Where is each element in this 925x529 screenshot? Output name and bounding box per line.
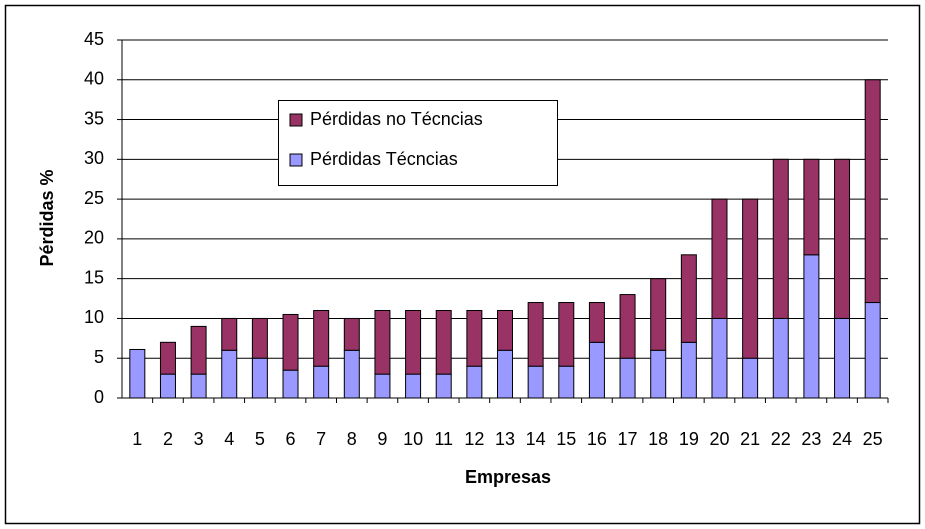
bar-segment [558, 365, 575, 399]
x-tick-label: 3 [194, 429, 204, 449]
legend-label: Pérdidas Técncias [310, 149, 458, 169]
bar-segment [313, 365, 330, 399]
bar-segment [221, 349, 238, 399]
bar-segment [282, 313, 299, 371]
bar-segment [374, 373, 391, 399]
x-tick-label: 17 [618, 429, 638, 449]
bar-segment [619, 357, 636, 399]
y-tick-label: 45 [84, 29, 104, 49]
bar-segment [129, 348, 146, 399]
y-tick-label: 0 [94, 387, 104, 407]
bar-segment [742, 198, 759, 359]
chart-border [4, 4, 921, 525]
legend-label: Pérdidas no Técncias [310, 109, 483, 129]
bar-segment [343, 317, 360, 351]
bar-segment [711, 198, 728, 319]
bar-segment [405, 309, 422, 375]
bar-segment [711, 317, 728, 399]
bar-segment [343, 349, 360, 399]
legend-box [278, 100, 558, 186]
bar-segment [374, 309, 391, 375]
bar-segment [435, 373, 452, 399]
bar-segment [190, 325, 207, 375]
bar-segment [527, 302, 544, 367]
x-tick-label: 18 [648, 429, 668, 449]
x-tick-label: 25 [863, 429, 883, 449]
x-tick-label: 1 [132, 429, 142, 449]
legend-swatch [289, 153, 303, 167]
bar-segment [803, 158, 820, 256]
x-tick-label: 16 [587, 429, 607, 449]
legend-swatch [289, 113, 303, 127]
x-tick-label: 14 [526, 429, 546, 449]
x-tick-label: 23 [801, 429, 821, 449]
bar-segment [527, 365, 544, 399]
x-tick-label: 19 [679, 429, 699, 449]
bar-segment [772, 158, 789, 319]
bar-segment [619, 294, 636, 359]
x-axis-title: Empresas [465, 467, 551, 487]
x-tick-label: 4 [224, 429, 234, 449]
bar-segment [313, 309, 330, 367]
y-axis-title: Pérdidas % [37, 169, 57, 266]
bar-segment [159, 341, 176, 375]
bar-segment [650, 349, 667, 399]
bar-segment [251, 317, 268, 359]
x-tick-label: 7 [316, 429, 326, 449]
x-tick-label: 15 [556, 429, 576, 449]
bar-segment [435, 309, 452, 375]
legend: Pérdidas no Técncias Pérdidas Técncias [278, 100, 558, 186]
bar-segment [864, 302, 881, 399]
x-tick-label: 9 [377, 429, 387, 449]
x-tick-label: 13 [495, 429, 515, 449]
bar-segment [497, 349, 513, 399]
bar-segment [650, 278, 667, 351]
x-tick-label: 10 [403, 429, 423, 449]
bar-segment [466, 365, 483, 399]
bar-segment [282, 369, 299, 399]
bar-segment [864, 79, 881, 304]
bar-segment [251, 357, 268, 399]
x-tick-label: 11 [434, 429, 453, 449]
bar-segment [680, 341, 697, 399]
y-tick-label: 20 [84, 228, 104, 248]
bar-segment [742, 357, 759, 399]
y-tick-label: 30 [84, 148, 104, 168]
x-tick-label: 6 [286, 429, 296, 449]
bar-segment [497, 309, 513, 351]
x-tick-label: 20 [709, 429, 729, 449]
y-tick-label: 40 [84, 69, 104, 89]
y-tick-label: 35 [84, 108, 104, 128]
bar-segment [588, 341, 605, 399]
bar-segment [834, 158, 851, 319]
bar-segment [803, 254, 820, 399]
bar-segment [588, 302, 605, 343]
y-tick-label: 10 [84, 307, 104, 327]
x-tick-label: 2 [163, 429, 173, 449]
x-tick-label: 21 [740, 429, 760, 449]
x-tick-label: 12 [464, 429, 484, 449]
bar-segment [772, 317, 789, 399]
y-tick-label: 25 [84, 188, 104, 208]
bar-segment [405, 373, 422, 399]
bar-segment [221, 317, 238, 351]
bar-segment [159, 373, 176, 399]
bar-segment [190, 373, 207, 399]
bar-segment [466, 309, 483, 367]
x-tick-label: 5 [255, 429, 265, 449]
y-tick-label: 5 [94, 347, 104, 367]
bar-segment [834, 317, 851, 399]
x-tick-label: 24 [832, 429, 852, 449]
x-tick-label: 22 [771, 429, 791, 449]
x-tick-label: 8 [347, 429, 357, 449]
y-tick-label: 15 [84, 267, 104, 287]
bar-segment [558, 302, 575, 367]
bar-segment [680, 254, 697, 343]
